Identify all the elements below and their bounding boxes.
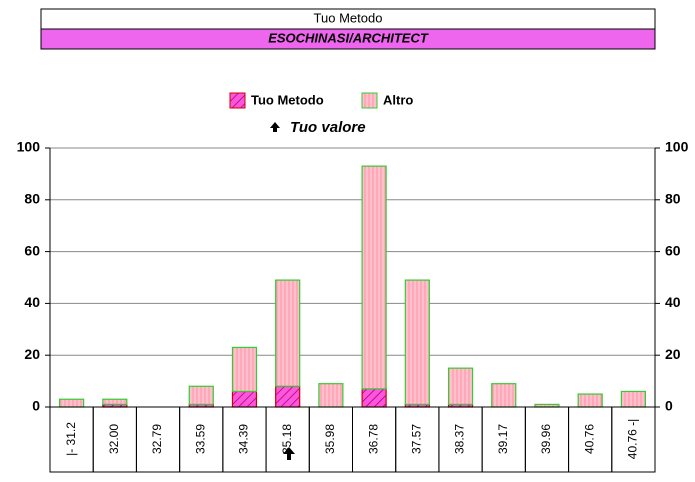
- bar: [275, 385, 301, 408]
- annotation: Tuo valore: [290, 119, 366, 136]
- header-name-box: [40, 28, 656, 50]
- arrow-icon: [270, 122, 280, 132]
- x-tick-label: 37.57: [409, 424, 423, 454]
- x-tick-label: 33.59: [193, 424, 207, 454]
- x-tick-label: 35.18: [280, 424, 294, 454]
- legend-swatch: [361, 92, 378, 109]
- bar: [404, 279, 430, 406]
- bar: [491, 383, 517, 408]
- x-tick-label: 39.17: [496, 424, 510, 454]
- bar: [318, 383, 344, 408]
- x-tick-label: 38.37: [453, 424, 467, 454]
- y-tick-label: 0: [32, 398, 40, 414]
- header-method: Tuo Metodo: [314, 10, 383, 25]
- bar: [231, 346, 258, 393]
- legend-label: Altro: [383, 92, 413, 107]
- bar: [102, 398, 128, 406]
- x-tick-label: 40.76: [582, 424, 596, 454]
- y2-tick-label: 0: [665, 398, 673, 414]
- x-tick-label: 32.00: [107, 424, 121, 454]
- x-tick-label: 35.98: [323, 424, 337, 454]
- legend-label: Tuo Metodo: [251, 92, 324, 107]
- y2-tick-label: 60: [665, 242, 681, 258]
- y-tick-label: 60: [24, 242, 40, 258]
- x-tick-label: |- 31.2: [64, 422, 78, 456]
- bar: [447, 367, 474, 406]
- bar: [231, 390, 258, 408]
- y2-tick-label: 100: [665, 139, 689, 155]
- x-tick-label: 39.96: [539, 424, 553, 454]
- bar: [577, 393, 603, 408]
- x-tick-label: 40.76 -|: [626, 419, 640, 459]
- value-arrow: [283, 447, 295, 460]
- bar: [361, 165, 387, 390]
- x-tick-label: 34.39: [237, 424, 251, 454]
- bar: [361, 388, 387, 408]
- y2-tick-label: 40: [665, 294, 681, 310]
- bar: [188, 385, 214, 406]
- y2-tick-label: 80: [665, 191, 681, 207]
- y-tick-label: 100: [17, 139, 41, 155]
- x-tick-label: 32.79: [150, 424, 164, 454]
- bar: [275, 279, 301, 387]
- y-tick-label: 80: [24, 191, 40, 207]
- x-tick-label: 36.78: [366, 424, 380, 454]
- y-tick-label: 20: [24, 346, 40, 362]
- y-tick-label: 40: [24, 294, 40, 310]
- bar: [59, 398, 85, 408]
- bar: [620, 390, 646, 408]
- header-name: ESOCHINASI/ARCHITECT: [268, 30, 429, 45]
- legend-swatch: [229, 92, 246, 109]
- y2-tick-label: 20: [665, 346, 681, 362]
